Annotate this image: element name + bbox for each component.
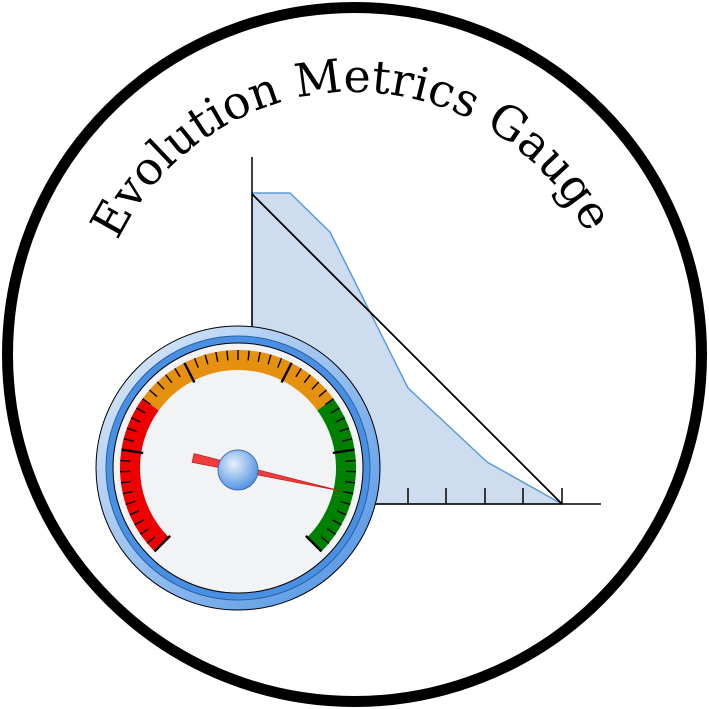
gauge-minor-tick <box>215 351 219 363</box>
gauge-minor-tick <box>226 350 229 361</box>
gauge-major-tick <box>183 362 196 384</box>
gauge-minor-tick <box>156 381 165 390</box>
gauge-minor-tick <box>120 459 131 462</box>
gauge-minor-tick <box>130 417 141 423</box>
gauge-major-tick <box>280 362 293 384</box>
gauge-minor-tick <box>303 374 311 384</box>
gauge-minor-tick <box>345 459 356 462</box>
gauge-major-tick <box>332 448 355 455</box>
x-axis-ticks <box>407 488 563 504</box>
gauge-minor-tick <box>174 367 181 378</box>
gauge-minor-tick <box>336 510 347 516</box>
gauge-hub <box>217 449 259 491</box>
gauge-minor-tick <box>142 398 152 406</box>
gauge-minor-tick <box>330 407 340 414</box>
gauge-minor-tick <box>134 519 144 526</box>
gauge-minor-tick <box>311 381 320 390</box>
gauge-minor-tick <box>126 427 137 433</box>
gauge-minor-tick <box>140 528 150 535</box>
gauge-major-tick <box>305 535 323 553</box>
gauge-minor-tick <box>332 519 342 526</box>
gauge-minor-tick <box>204 354 209 365</box>
gauge-minor-tick <box>267 354 272 365</box>
gauge-minor-tick <box>146 536 156 544</box>
gauge-minor-tick <box>318 389 327 398</box>
gauge-zone-red <box>120 398 169 552</box>
gauge-minor-tick <box>123 437 134 442</box>
gauge-icon <box>95 325 381 611</box>
gauge-minor-tick <box>295 367 302 378</box>
trend-line <box>251 193 563 505</box>
gauge-minor-tick <box>129 510 140 516</box>
gauge-minor-tick <box>326 528 336 535</box>
gauge-major-tick <box>153 535 171 553</box>
gauge-minor-tick <box>277 358 283 368</box>
gauge-minor-tick <box>343 490 354 495</box>
gauge-minor-tick <box>257 351 261 363</box>
gauge-minor-tick <box>122 490 133 495</box>
gauge-minor-tick <box>149 389 158 398</box>
gauge-zone-green <box>307 398 356 552</box>
gauge-minor-tick <box>339 427 350 433</box>
gauge-minor-tick <box>136 407 146 414</box>
gauge-minor-tick <box>342 437 353 442</box>
gauge-minor-tick <box>335 417 346 423</box>
gauge-minor-tick <box>340 500 351 506</box>
gauge-minor-tick <box>247 350 250 361</box>
gauge-minor-tick <box>320 536 330 544</box>
gauge-minor-tick <box>345 480 356 484</box>
gauge-minor-tick <box>324 398 334 406</box>
gauge-ticks <box>120 350 356 553</box>
gauge-major-tick <box>121 448 144 455</box>
gauge-minor-tick <box>165 374 173 384</box>
gauge-minor-tick <box>125 500 136 506</box>
gauge-minor-tick <box>193 358 199 368</box>
gauge-minor-tick <box>120 480 131 484</box>
